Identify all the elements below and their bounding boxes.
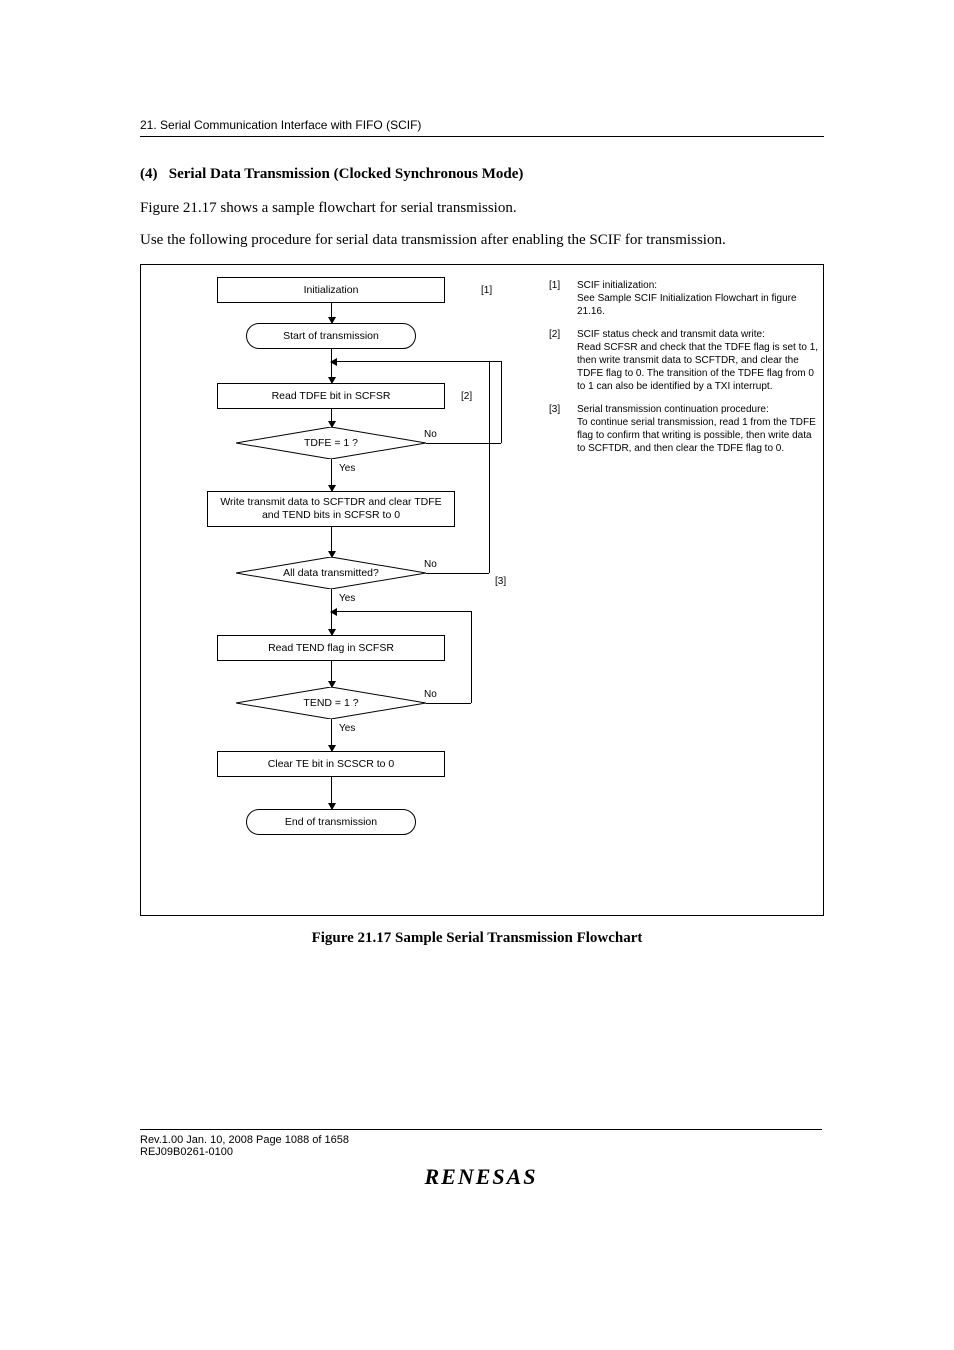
tag-3: [3]	[495, 576, 506, 587]
flow-connector	[331, 459, 332, 491]
desc-num: [2]	[549, 328, 565, 393]
page-footer: Rev.1.00 Jan. 10, 2008 Page 1088 of 1658…	[140, 1129, 822, 1190]
section-heading: (4) Serial Data Transmission (Clocked Sy…	[140, 166, 523, 183]
flowchart: Initialization Start of transmission Read …	[141, 265, 523, 915]
page-header: 21. Serial Communication Interface with …	[140, 118, 824, 137]
desc-item: [2] SCIF status check and transmit data w…	[549, 328, 819, 393]
desc-text: Serial transmission continuation procedu…	[577, 403, 819, 455]
paragraph-1: Figure 21.17 shows a sample flowchart fo…	[140, 200, 824, 217]
section-num: (4)	[140, 166, 158, 182]
tag-2: [2]	[461, 391, 472, 402]
flow-connector	[335, 611, 471, 612]
node-clear-te: Clear TE bit in SCSCR to 0	[217, 751, 445, 777]
renesas-logo: RENESAS	[140, 1164, 822, 1190]
node-dec-tend: TEND = 1 ?	[236, 687, 426, 719]
desc-num: [3]	[549, 403, 565, 455]
desc-num: [1]	[549, 279, 565, 318]
logo-text: RENESAS	[424, 1164, 537, 1189]
figure-description: [1] SCIF initialization: See Sample SCIF …	[549, 279, 819, 465]
node-end: End of transmission	[246, 809, 416, 835]
footer-rev: Rev.1.00 Jan. 10, 2008 Page 1088 of 1658	[140, 1134, 822, 1146]
flow-connector	[331, 719, 332, 751]
desc-item: [3] Serial transmission continuation proc…	[549, 403, 819, 455]
node-read-tdfe: Read TDFE bit in SCFSR	[217, 383, 445, 409]
header-text: 21. Serial Communication Interface with …	[140, 118, 421, 132]
flow-connector	[331, 527, 332, 557]
flow-connector	[331, 303, 332, 323]
flow-connector	[489, 361, 490, 573]
figure-caption: Figure 21.17 Sample Serial Transmission …	[0, 930, 954, 947]
label-no-1: No	[424, 429, 437, 440]
figure-frame: Initialization Start of transmission Read …	[140, 264, 824, 916]
label-yes-3: Yes	[339, 723, 355, 734]
flow-connector	[426, 703, 471, 704]
node-read-tend: Read TEND flag in SCFSR	[217, 635, 445, 661]
flow-connector	[426, 573, 489, 574]
node-dec-all: All data transmitted?	[236, 557, 426, 589]
desc-item: [1] SCIF initialization: See Sample SCIF …	[549, 279, 819, 318]
flow-connector	[331, 777, 332, 809]
desc-text: SCIF status check and transmit data writ…	[577, 328, 819, 393]
tag-1: [1]	[481, 285, 492, 296]
label-yes-1: Yes	[339, 463, 355, 474]
section-title: Serial Data Transmission (Clocked Synchr…	[169, 166, 524, 182]
label-no-3: No	[424, 689, 437, 700]
node-write: Write transmit data to SCFTDR and clear …	[207, 491, 455, 527]
paragraph-2: Use the following procedure for serial d…	[140, 232, 824, 249]
label-yes-2: Yes	[339, 593, 355, 604]
footer-docnum: REJ09B0261-0100	[140, 1146, 822, 1158]
flow-connector	[471, 611, 472, 703]
desc-text: SCIF initialization: See Sample SCIF Ini…	[577, 279, 819, 318]
node-init: Initialization	[217, 277, 445, 303]
node-dec-tdfe: TDFE = 1 ?	[236, 427, 426, 459]
flow-connector	[501, 361, 502, 443]
flow-connector	[489, 361, 501, 362]
flow-connector	[335, 361, 501, 362]
flow-connector	[331, 409, 332, 427]
flow-connector	[331, 361, 332, 383]
flow-connector	[331, 611, 332, 635]
node-start: Start of transmission	[246, 323, 416, 349]
label-no-2: No	[424, 559, 437, 570]
flow-connector	[331, 661, 332, 687]
